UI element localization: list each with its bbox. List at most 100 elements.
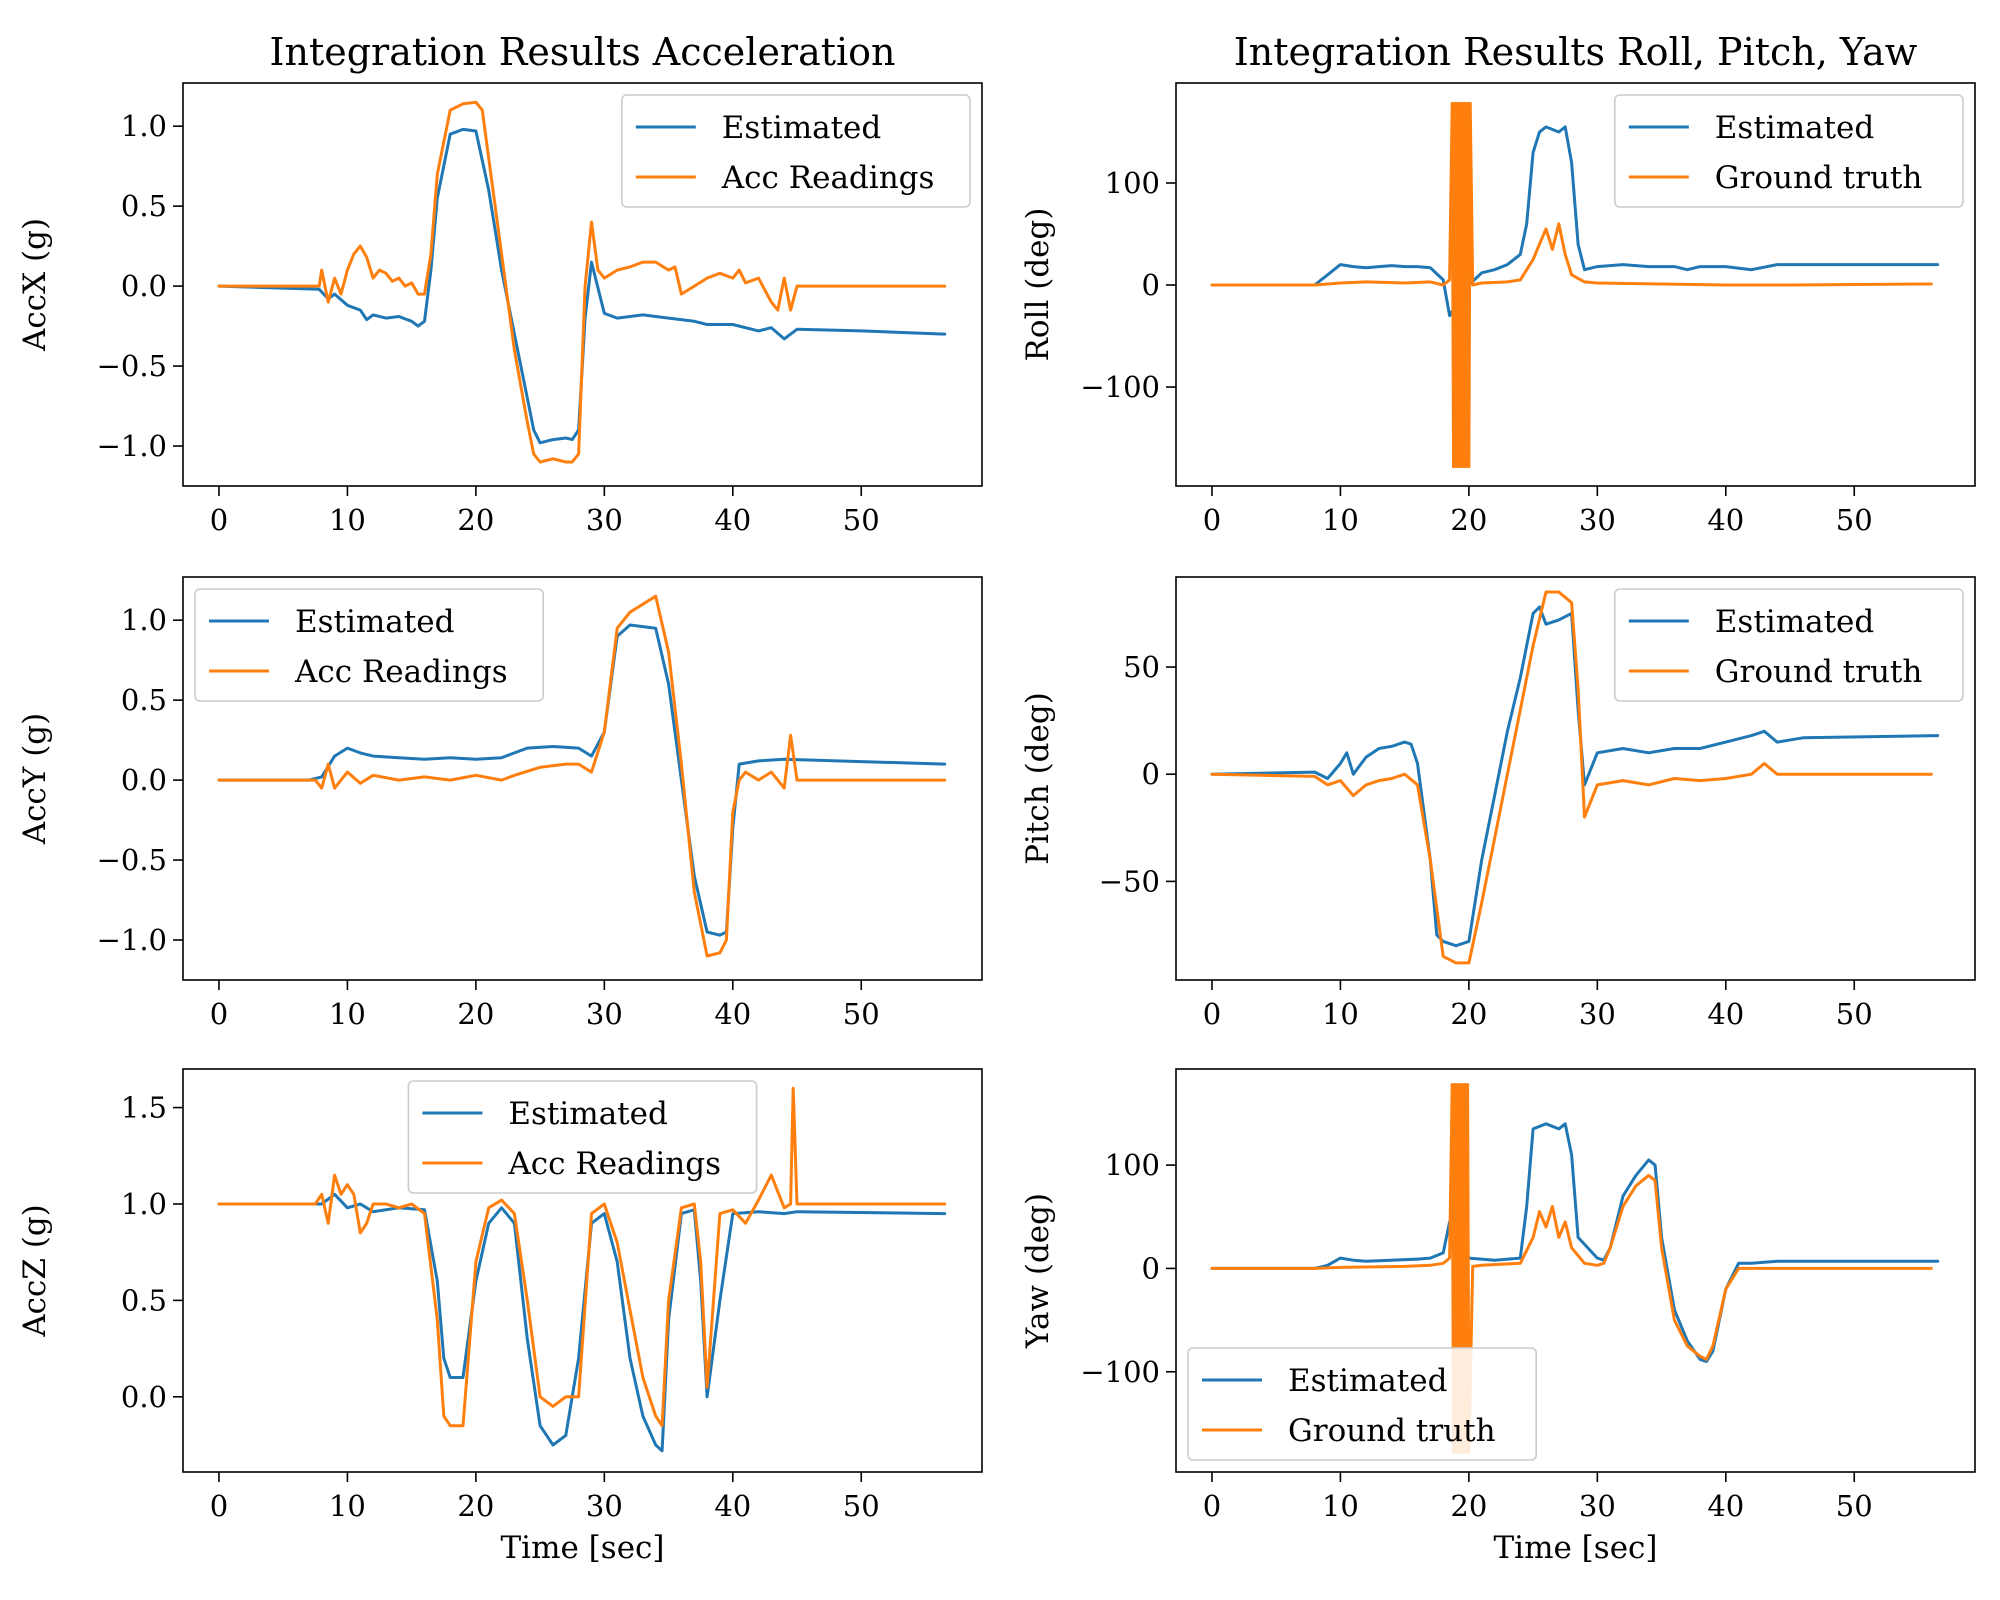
x-tick-label: 40 bbox=[1707, 1489, 1744, 1523]
legend-label: Estimated bbox=[722, 110, 881, 146]
subplot-title: Integration Results Acceleration bbox=[269, 30, 895, 74]
y-tick-label: 0 bbox=[1142, 268, 1160, 302]
axes-frame bbox=[182, 82, 983, 487]
subplot-accy: 0 10 20 30 40 50 −1.0 −0.5 0.0 0.5 1.0 AccY (g) Esti… bbox=[17, 576, 983, 1031]
legend-label: Ground truth bbox=[1288, 1413, 1496, 1449]
legend-box bbox=[620, 94, 971, 208]
y-tick-label: 0.0 bbox=[121, 763, 167, 797]
y-tick-label: −0.5 bbox=[97, 349, 167, 383]
series-line-estimated bbox=[1210, 605, 1940, 948]
y-axis-label: Yaw (deg) bbox=[1020, 1193, 1056, 1349]
legend: Estimated Ground truth bbox=[1614, 588, 1964, 702]
x-tick-label: 10 bbox=[1322, 997, 1359, 1031]
x-tick-label: 0 bbox=[210, 997, 228, 1031]
x-tick-label: 50 bbox=[1836, 997, 1873, 1031]
series-line-acc-readings bbox=[217, 1086, 947, 1428]
legend: Estimated Acc Readings bbox=[620, 94, 971, 208]
x-tick-label: 30 bbox=[1579, 503, 1616, 537]
legend-label: Estimated bbox=[295, 604, 454, 640]
x-tick-label: 20 bbox=[457, 503, 494, 537]
x-tick-label: 30 bbox=[1579, 997, 1616, 1031]
legend-box bbox=[407, 1080, 758, 1194]
y-tick-label: 0 bbox=[1142, 757, 1160, 791]
x-tick-label: 20 bbox=[1450, 997, 1487, 1031]
plot-area bbox=[1210, 101, 1940, 469]
y-tick-label: 100 bbox=[1105, 166, 1160, 200]
series-line-ground-truth bbox=[1210, 590, 1933, 965]
plot-area bbox=[217, 100, 947, 464]
axes-frame bbox=[1175, 1068, 1976, 1473]
legend-label: Acc Readings bbox=[294, 654, 508, 690]
series-line-estimated bbox=[217, 623, 947, 937]
x-tick-label: 50 bbox=[1836, 503, 1873, 537]
legend: Estimated Acc Readings bbox=[407, 1080, 758, 1194]
legend-label: Ground truth bbox=[1715, 654, 1923, 690]
axes-frame bbox=[182, 1068, 983, 1473]
series-line-ground-truth bbox=[1210, 101, 1933, 469]
y-tick-label: 100 bbox=[1105, 1148, 1160, 1182]
legend-label: Estimated bbox=[1715, 110, 1874, 146]
x-tick-label: 20 bbox=[1450, 503, 1487, 537]
legend-box bbox=[1187, 1347, 1538, 1461]
x-tick-label: 20 bbox=[1450, 1489, 1487, 1523]
y-tick-label: 0 bbox=[1142, 1251, 1160, 1285]
y-axis-label: AccY (g) bbox=[17, 713, 53, 845]
legend: Estimated Ground truth bbox=[1187, 1347, 1538, 1461]
x-tick-label: 50 bbox=[843, 503, 880, 537]
axes-frame bbox=[1175, 576, 1976, 981]
x-tick-label: 40 bbox=[714, 503, 751, 537]
x-tick-label: 10 bbox=[329, 1489, 366, 1523]
x-tick-label: 10 bbox=[1322, 1489, 1359, 1523]
x-tick-label: 40 bbox=[1707, 503, 1744, 537]
subplot-title: Integration Results Roll, Pitch, Yaw bbox=[1234, 30, 1918, 74]
x-tick-label: 30 bbox=[1579, 1489, 1616, 1523]
legend-label: Estimated bbox=[1288, 1363, 1447, 1399]
y-tick-label: 50 bbox=[1123, 650, 1160, 684]
y-tick-label: 0.0 bbox=[121, 1380, 167, 1414]
legend-box bbox=[1614, 94, 1964, 208]
x-tick-label: 40 bbox=[1707, 997, 1744, 1031]
axes-frame bbox=[182, 576, 983, 981]
x-tick-label: 30 bbox=[586, 1489, 623, 1523]
plot-area bbox=[217, 594, 947, 958]
y-tick-label: −100 bbox=[1080, 370, 1160, 404]
y-axis-label: AccX (g) bbox=[17, 218, 53, 352]
series-line-acc-readings bbox=[217, 594, 947, 958]
y-tick-label: 1.0 bbox=[121, 109, 167, 143]
x-tick-label: 50 bbox=[1836, 1489, 1873, 1523]
legend-label: Estimated bbox=[1715, 604, 1874, 640]
x-tick-label: 50 bbox=[843, 1489, 880, 1523]
series-line-estimated bbox=[1210, 1122, 1940, 1363]
y-axis-label: Roll (deg) bbox=[1020, 208, 1056, 362]
y-tick-label: −0.5 bbox=[97, 843, 167, 877]
subplot-yaw: 0 10 20 30 40 50 −100 0 100 Yaw (deg) Time [sec] Es… bbox=[1020, 1068, 1976, 1566]
x-tick-label: 50 bbox=[843, 997, 880, 1031]
x-tick-label: 0 bbox=[1203, 503, 1221, 537]
x-tick-label: 0 bbox=[1203, 997, 1221, 1031]
x-axis-label: Time [sec] bbox=[1494, 1530, 1658, 1566]
y-tick-label: −50 bbox=[1099, 864, 1160, 898]
x-tick-label: 40 bbox=[714, 1489, 751, 1523]
y-tick-label: 0.5 bbox=[121, 683, 167, 717]
y-tick-label: −1.0 bbox=[97, 429, 167, 463]
x-tick-label: 20 bbox=[457, 997, 494, 1031]
y-tick-label: 0.5 bbox=[121, 189, 167, 223]
y-tick-label: 1.0 bbox=[121, 603, 167, 637]
legend: Estimated Acc Readings bbox=[194, 588, 545, 702]
subplot-accx: 0 10 20 30 40 50 −1.0 −0.5 0.0 0.5 1.0 AccX (g) Inte… bbox=[17, 30, 983, 537]
series-line-estimated bbox=[1210, 125, 1940, 318]
x-tick-label: 40 bbox=[714, 997, 751, 1031]
x-tick-label: 30 bbox=[586, 503, 623, 537]
y-tick-label: −100 bbox=[1080, 1355, 1160, 1389]
x-tick-label: 0 bbox=[210, 1489, 228, 1523]
y-axis-label: Pitch (deg) bbox=[1020, 692, 1056, 865]
x-tick-label: 20 bbox=[457, 1489, 494, 1523]
y-tick-label: 0.5 bbox=[121, 1283, 167, 1317]
y-axis-label: AccZ (g) bbox=[17, 1204, 53, 1338]
x-axis-label: Time [sec] bbox=[501, 1530, 665, 1566]
legend-box bbox=[194, 588, 545, 702]
x-tick-label: 10 bbox=[329, 503, 366, 537]
x-tick-label: 10 bbox=[1322, 503, 1359, 537]
y-tick-label: 0.0 bbox=[121, 269, 167, 303]
legend: Estimated Ground truth bbox=[1614, 94, 1964, 208]
